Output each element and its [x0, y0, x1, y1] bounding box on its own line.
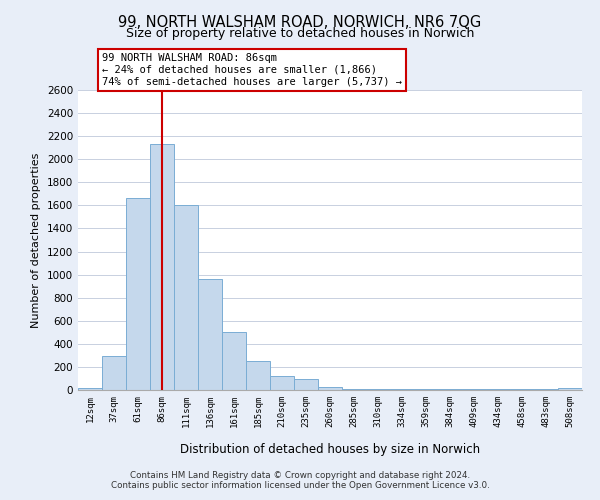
Bar — [294, 379, 318, 390]
Bar — [270, 376, 294, 390]
Text: Contains HM Land Registry data © Crown copyright and database right 2024.
Contai: Contains HM Land Registry data © Crown c… — [110, 470, 490, 490]
Bar — [150, 144, 174, 390]
Text: 99 NORTH WALSHAM ROAD: 86sqm
← 24% of detached houses are smaller (1,866)
74% of: 99 NORTH WALSHAM ROAD: 86sqm ← 24% of de… — [102, 54, 402, 86]
Bar — [102, 356, 126, 390]
Text: Size of property relative to detached houses in Norwich: Size of property relative to detached ho… — [126, 28, 474, 40]
Text: 99, NORTH WALSHAM ROAD, NORWICH, NR6 7QG: 99, NORTH WALSHAM ROAD, NORWICH, NR6 7QG — [118, 15, 482, 30]
Bar — [222, 332, 246, 390]
Y-axis label: Number of detached properties: Number of detached properties — [31, 152, 41, 328]
Bar — [558, 388, 582, 390]
Bar — [246, 361, 270, 390]
Bar — [318, 386, 342, 390]
Bar — [174, 206, 198, 390]
Text: Distribution of detached houses by size in Norwich: Distribution of detached houses by size … — [180, 442, 480, 456]
Bar — [198, 279, 222, 390]
Bar — [78, 388, 102, 390]
Bar — [126, 198, 150, 390]
